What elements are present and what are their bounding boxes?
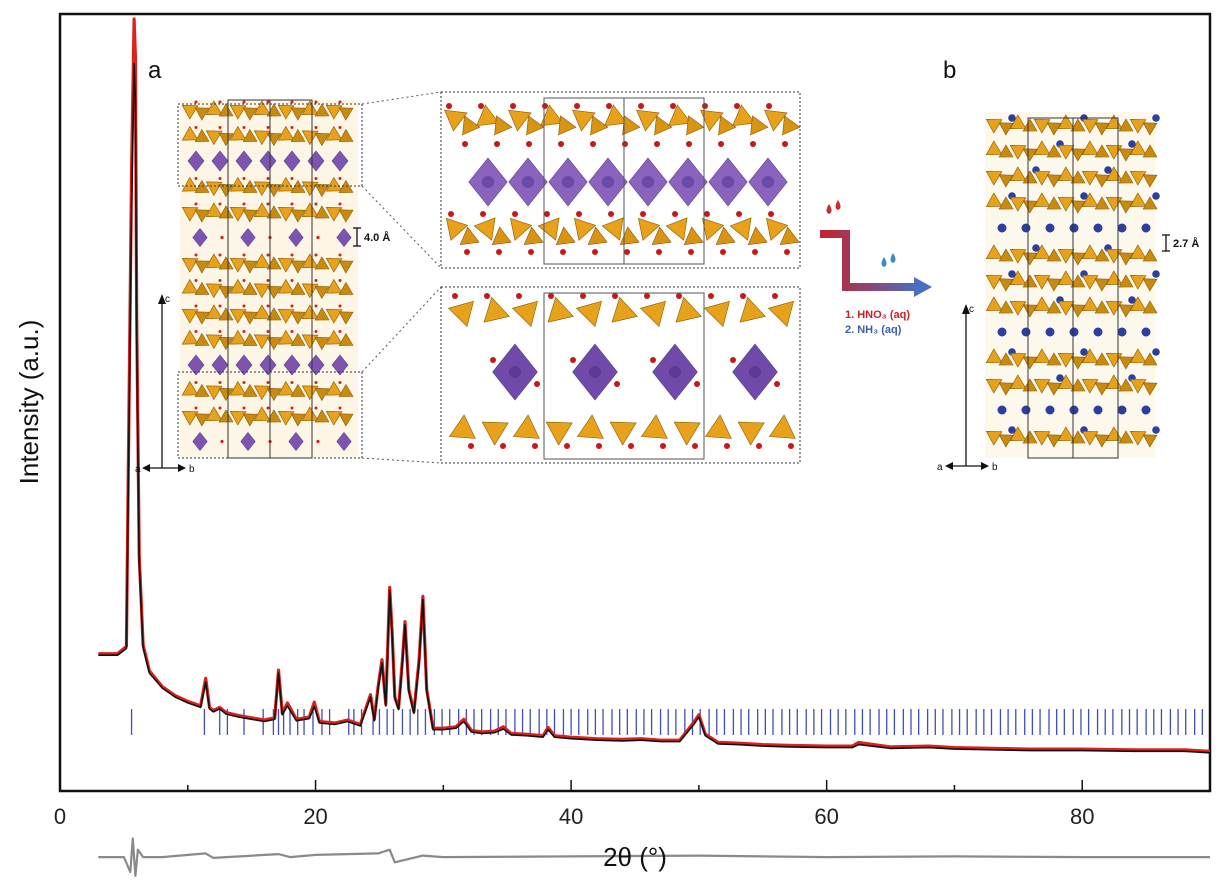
svg-text:b: b	[189, 464, 195, 475]
x-axis: 0 20 40 60 80	[54, 780, 1211, 829]
calculated-series	[98, 62, 1211, 754]
plot-frame	[58, 12, 1212, 793]
svg-text:1. HNO₃ (aq): 1. HNO₃ (aq)	[845, 309, 910, 321]
x-axis-label: 2θ (°)	[603, 842, 667, 872]
svg-text:b: b	[992, 462, 998, 473]
structure-a-zoom-bottom	[440, 286, 801, 464]
x-tick-label: 0	[54, 804, 66, 829]
svg-text:2. NH₃ (aq): 2. NH₃ (aq)	[845, 324, 902, 336]
bragg-reflections	[130, 709, 1203, 735]
axis-indicator-b: c a b	[937, 304, 998, 473]
spacing-marker-a: 4.0 Å	[353, 227, 390, 247]
calculated-line	[98, 62, 1211, 754]
difference-line	[98, 837, 1210, 877]
zoom-connectors	[361, 91, 442, 464]
x-tick-label: 40	[559, 804, 583, 829]
panel-letter-b: b	[943, 57, 956, 84]
x-tick-label: 60	[814, 804, 838, 829]
svg-text:c: c	[969, 304, 974, 315]
svg-text:2.7 Å: 2.7 Å	[1173, 237, 1199, 250]
panel-letter-a: a	[148, 57, 162, 84]
spacing-marker-b: 2.7 Å	[1162, 234, 1199, 252]
reaction-arrow: 1. HNO₃ (aq) 2. NH₃ (aq)	[820, 200, 932, 336]
svg-text:a: a	[135, 464, 141, 475]
svg-text:4.0 Å: 4.0 Å	[364, 231, 390, 244]
structure-a-zoom-top	[440, 91, 801, 269]
structure-a-overview	[177, 99, 363, 459]
svg-text:c: c	[165, 294, 170, 305]
structure-b	[985, 112, 1160, 459]
svg-text:a: a	[937, 462, 943, 473]
difference-series	[98, 837, 1210, 877]
axis-indicator-a: c a b	[135, 294, 195, 475]
x-tick-label: 20	[303, 804, 327, 829]
x-tick-label: 80	[1070, 804, 1094, 829]
y-axis-label: Intensity (a.u.)	[14, 320, 44, 485]
